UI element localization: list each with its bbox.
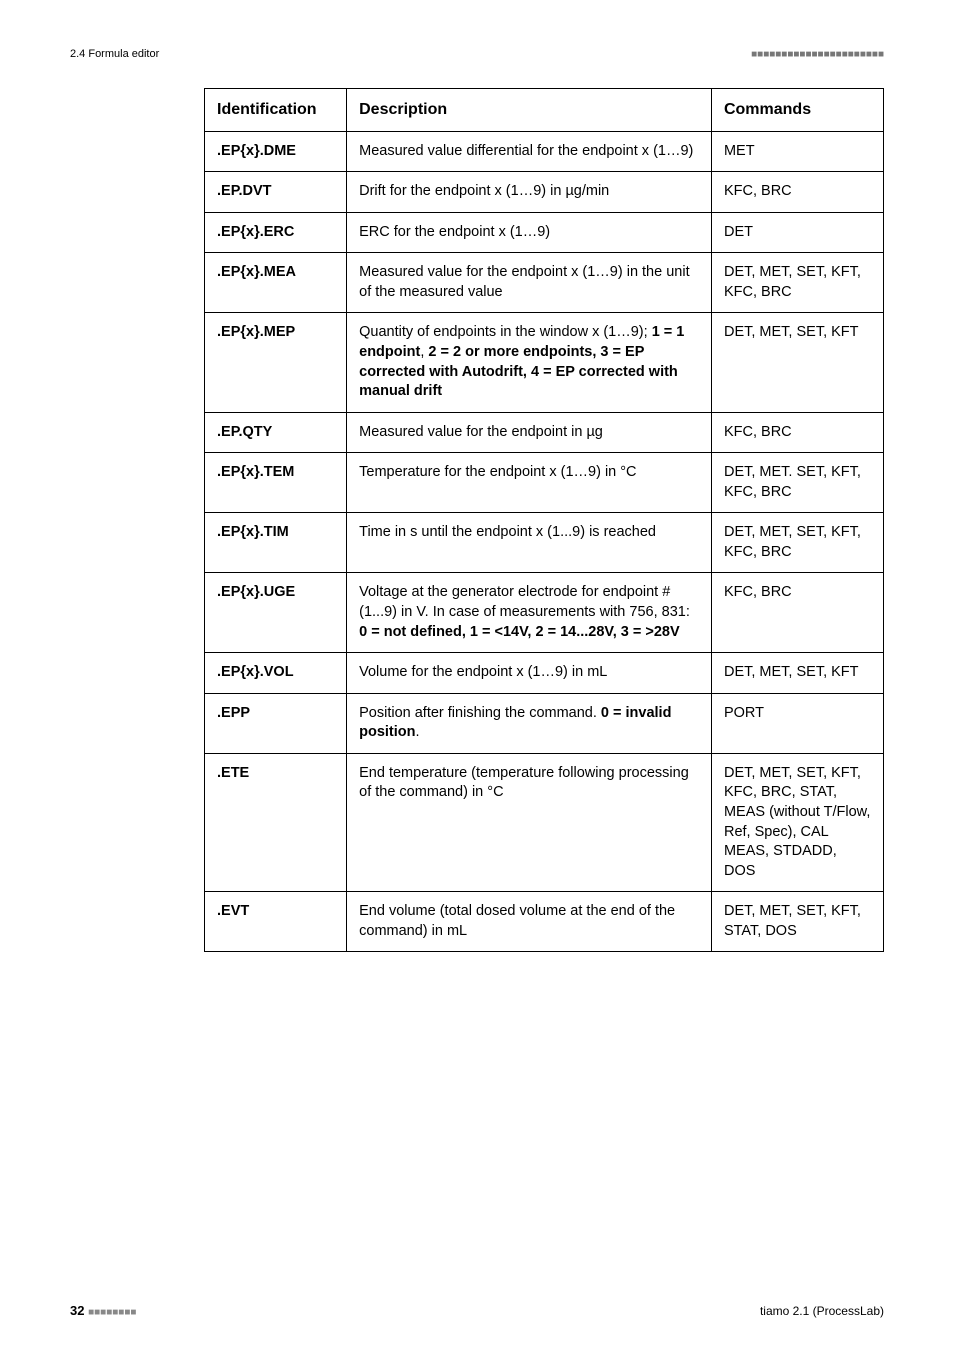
table-row: .EP{x}.DME Measured value differential fo…	[205, 131, 884, 172]
desc-part: Measured value for the endpoint in µg	[359, 424, 603, 440]
col-header-id: Identification	[205, 89, 347, 132]
table-row: .EP{x}.VOL Volume for the endpoint x (1…9…	[205, 653, 884, 694]
cell-cmd: DET, MET, SET, KFT, KFC, BRC, STAT, MEAS…	[711, 753, 883, 891]
cell-desc: Measured value for the endpoint x (1…9) …	[347, 253, 712, 313]
cell-id: .EP{x}.ERC	[205, 212, 347, 253]
cell-cmd: DET, MET. SET, KFT, KFC, BRC	[711, 453, 883, 513]
table-row: .EP{x}.MEP Quantity of endpoints in the w…	[205, 313, 884, 412]
cell-cmd: DET, MET, SET, KFT	[711, 653, 883, 694]
cell-desc: End volume (total dosed volume at the en…	[347, 892, 712, 952]
desc-part: Volume for the endpoint x (1…9) in mL	[359, 664, 607, 680]
desc-part: ERC for the endpoint x (1…9)	[359, 224, 550, 240]
cell-desc: ERC for the endpoint x (1…9)	[347, 212, 712, 253]
cell-id: .EP.QTY	[205, 412, 347, 453]
footer-right: tiamo 2.1 (ProcessLab)	[760, 1304, 884, 1318]
cell-cmd: DET	[711, 212, 883, 253]
header-section: 2.4 Formula editor	[70, 48, 159, 60]
table-row: .EP.DVT Drift for the endpoint x (1…9) in…	[205, 172, 884, 213]
desc-part: End volume (total dosed volume at the en…	[359, 903, 675, 939]
cell-desc: Drift for the endpoint x (1…9) in µg/min	[347, 172, 712, 213]
cell-id: .EP.DVT	[205, 172, 347, 213]
cell-id: .EP{x}.MEP	[205, 313, 347, 412]
formula-table: Identification Description Commands .EP{…	[204, 88, 884, 952]
table-row: .EVT End volume (total dosed volume at th…	[205, 892, 884, 952]
cell-desc: Time in s until the endpoint x (1...9) i…	[347, 513, 712, 573]
cell-desc: Position after finishing the command. 0 …	[347, 693, 712, 753]
table-row: .EP{x}.MEA Measured value for the endpoin…	[205, 253, 884, 313]
footer-bars: ■■■■■■■■	[88, 1307, 136, 1318]
footer-left: 32 ■■■■■■■■	[70, 1303, 136, 1318]
cell-cmd: MET	[711, 131, 883, 172]
table-row: .EP{x}.TEM Temperature for the endpoint x…	[205, 453, 884, 513]
desc-bold-part: 0 = not defined, 1 = <14V, 2 = 14...28V,…	[359, 624, 680, 640]
cell-cmd: DET, MET, SET, KFT, STAT, DOS	[711, 892, 883, 952]
table-row: .EP{x}.UGE Voltage at the generator elect…	[205, 573, 884, 653]
cell-desc: Quantity of endpoints in the window x (1…	[347, 313, 712, 412]
footer-page-num: 32	[70, 1303, 84, 1318]
desc-part: Time in s until the endpoint x (1...9) i…	[359, 524, 656, 540]
desc-part: .	[416, 724, 420, 740]
cell-id: .EP{x}.TIM	[205, 513, 347, 573]
col-header-desc: Description	[347, 89, 712, 132]
cell-id: .EP{x}.MEA	[205, 253, 347, 313]
cell-cmd: KFC, BRC	[711, 573, 883, 653]
cell-desc: Measured value differential for the endp…	[347, 131, 712, 172]
table-row: .EP.QTY Measured value for the endpoint i…	[205, 412, 884, 453]
cell-id: .EP{x}.DME	[205, 131, 347, 172]
cell-cmd: DET, MET, SET, KFT	[711, 313, 883, 412]
cell-desc: Temperature for the endpoint x (1…9) in …	[347, 453, 712, 513]
cell-id: .EVT	[205, 892, 347, 952]
desc-part: Temperature for the endpoint x (1…9) in …	[359, 464, 636, 480]
cell-cmd: DET, MET, SET, KFT, KFC, BRC	[711, 253, 883, 313]
desc-part: End temperature (temperature following p…	[359, 765, 689, 801]
header-bars: ■■■■■■■■■■■■■■■■■■■■■■	[751, 49, 884, 60]
table-row: .EP{x}.ERC ERC for the endpoint x (1…9) DE…	[205, 212, 884, 253]
col-header-cmd: Commands	[711, 89, 883, 132]
cell-desc: End temperature (temperature following p…	[347, 753, 712, 891]
cell-cmd: DET, MET, SET, KFT, KFC, BRC	[711, 513, 883, 573]
cell-id: .EP{x}.VOL	[205, 653, 347, 694]
page-header: 2.4 Formula editor ■■■■■■■■■■■■■■■■■■■■■…	[70, 48, 884, 60]
page-footer: 32 ■■■■■■■■ tiamo 2.1 (ProcessLab)	[70, 1303, 884, 1318]
cell-id: .EP{x}.UGE	[205, 573, 347, 653]
desc-part: Position after finishing the command.	[359, 705, 601, 721]
cell-id: .EP{x}.TEM	[205, 453, 347, 513]
cell-desc: Voltage at the generator electrode for e…	[347, 573, 712, 653]
cell-cmd: KFC, BRC	[711, 412, 883, 453]
desc-part: Measured value differential for the endp…	[359, 143, 693, 159]
desc-part: Measured value for the endpoint x (1…9) …	[359, 264, 689, 300]
cell-cmd: KFC, BRC	[711, 172, 883, 213]
cell-id: .EPP	[205, 693, 347, 753]
cell-id: .ETE	[205, 753, 347, 891]
table-row: .ETE End temperature (temperature followi…	[205, 753, 884, 891]
cell-cmd: PORT	[711, 693, 883, 753]
table-row: .EP{x}.TIM Time in s until the endpoint x…	[205, 513, 884, 573]
desc-part: Drift for the endpoint x (1…9) in µg/min	[359, 183, 609, 199]
cell-desc: Measured value for the endpoint in µg	[347, 412, 712, 453]
table-row: .EPPPosition after finishing the command…	[205, 693, 884, 753]
desc-part: Voltage at the generator electrode for e…	[359, 584, 690, 620]
cell-desc: Volume for the endpoint x (1…9) in mL	[347, 653, 712, 694]
desc-part: Quantity of endpoints in the window x (1…	[359, 324, 652, 340]
table-header-row: Identification Description Commands	[205, 89, 884, 132]
